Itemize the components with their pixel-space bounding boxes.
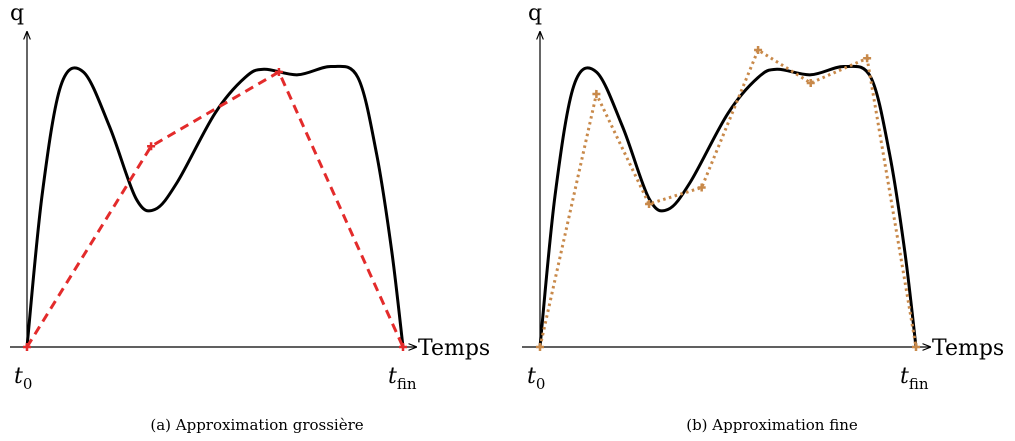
- t-end-label-a: tfin: [388, 364, 417, 393]
- approximation-point-b-6: [863, 54, 872, 63]
- approximation-point-b-7: [912, 343, 920, 351]
- t-end-label-b: tfin: [900, 364, 929, 393]
- caption-b: (b) Approximation fine: [686, 416, 858, 434]
- approximation-line-b: [538, 47, 918, 348]
- approximation-a: [23, 68, 407, 351]
- approximation-point-b-5: [806, 79, 815, 87]
- approximation-point-b-4: [754, 46, 763, 54]
- x-axis-label-b: Temps: [932, 336, 1004, 361]
- trajectory-curve-b: [538, 64, 918, 348]
- panel-a: q Temps t0 tfin (a) Approximation grossi…: [10, 1, 490, 434]
- approximation-point-b-2: [645, 200, 654, 208]
- approximation-point-a-0: [23, 343, 31, 351]
- approximation-point-b-1: [592, 90, 601, 98]
- y-axis-label-a: q: [10, 1, 24, 26]
- t-start-label-b: t0: [527, 364, 545, 393]
- caption-a: (a) Approximation grossière: [150, 416, 363, 434]
- y-axis-label-b: q: [528, 1, 542, 26]
- approximation-point-a-2: [274, 68, 283, 76]
- approximation-point-a-3: [399, 343, 407, 351]
- trajectory-curve-a: [25, 64, 405, 348]
- approximation-point-b-0: [536, 343, 544, 351]
- approximation-point-a-1: [147, 142, 156, 151]
- t-start-label-a: t0: [14, 364, 32, 393]
- approximation-b: [536, 46, 920, 351]
- approximation-point-b-3: [697, 183, 706, 192]
- x-axis-label-a: Temps: [418, 336, 490, 361]
- panel-b: q Temps t0 tfin (b) Approximation fine: [522, 1, 1004, 434]
